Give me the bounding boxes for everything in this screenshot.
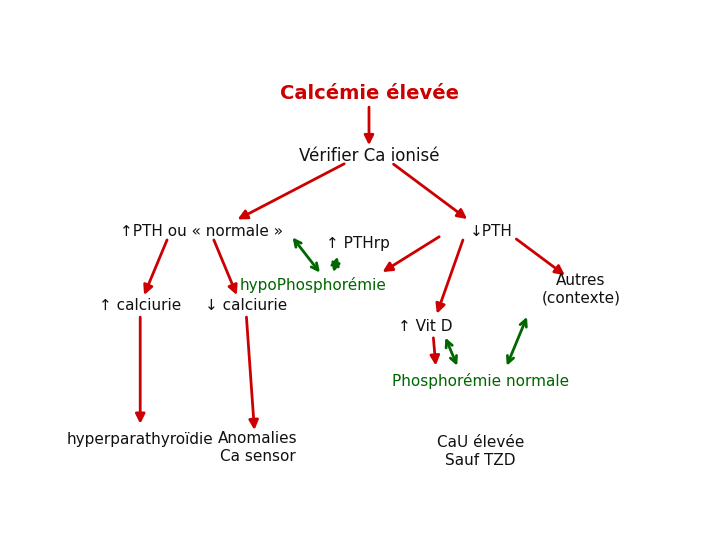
Text: hyperparathyroïdie: hyperparathyroïdie	[67, 431, 214, 447]
Text: ↓PTH: ↓PTH	[470, 224, 513, 239]
Text: Calcémie élevée: Calcémie élevée	[279, 84, 459, 103]
Text: Phosphorémie normale: Phosphorémie normale	[392, 373, 570, 389]
Text: Autres
(contexte): Autres (contexte)	[541, 273, 621, 306]
Text: CaU élevée
Sauf TZD: CaU élevée Sauf TZD	[437, 435, 524, 468]
Text: ↑PTH ou « normale »: ↑PTH ou « normale »	[120, 224, 283, 239]
Text: ↑ Vit D: ↑ Vit D	[397, 319, 452, 334]
Text: Vérifier Ca ionisé: Vérifier Ca ionisé	[299, 147, 439, 165]
Text: Anomalies
Ca sensor: Anomalies Ca sensor	[217, 431, 297, 463]
Text: ↑ PTHrp: ↑ PTHrp	[326, 236, 390, 251]
Text: ↑ calciurie: ↑ calciurie	[99, 299, 181, 313]
Text: hypoPhosphorémie: hypoPhosphorémie	[240, 277, 387, 293]
Text: ↓ calciurie: ↓ calciurie	[205, 299, 287, 313]
